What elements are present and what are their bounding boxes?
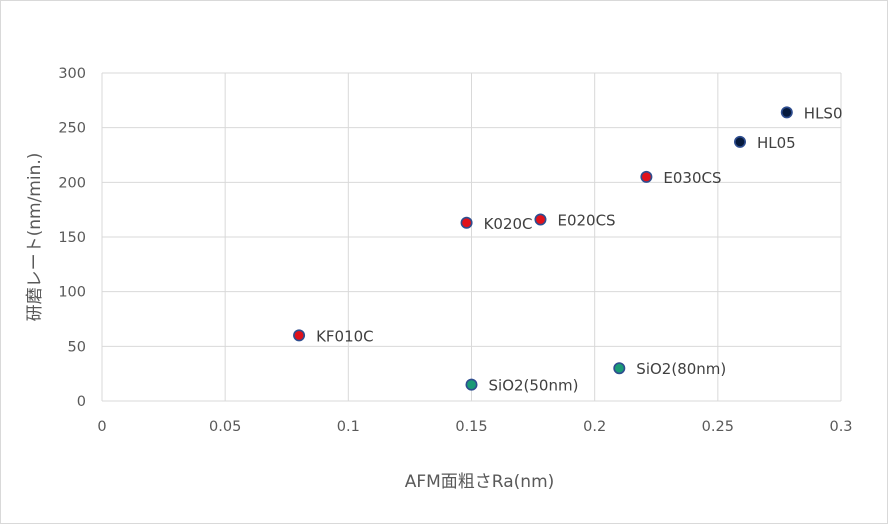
data-point (293, 329, 306, 342)
data-points: KF010C K020C E020CS E030CS HL05 HLS0 SiO2(50nm… (293, 104, 843, 395)
y-tick-label: 250 (58, 121, 86, 137)
x-tick-label: 0.05 (209, 419, 241, 435)
data-point-label: HL05 (757, 134, 796, 152)
x-tick-label: 0.1 (337, 419, 360, 435)
y-axis-ticks: 0 50 100 150 200 250 300 (58, 66, 86, 410)
y-axis-title: 研磨レート(nm/min.) (25, 153, 45, 322)
x-axis-ticks: 0 0.05 0.1 0.15 0.2 0.25 0.3 (97, 419, 852, 435)
gridlines (101, 72, 842, 402)
y-tick-label: 100 (58, 285, 86, 301)
data-point (460, 216, 473, 229)
data-point (640, 170, 653, 183)
data-point (734, 135, 747, 148)
data-point (613, 362, 626, 375)
x-tick-label: 0.25 (702, 419, 734, 435)
data-point-label: KF010C (316, 327, 374, 345)
y-tick-label: 150 (58, 230, 86, 246)
y-tick-label: 0 (77, 394, 86, 410)
data-point-label: E030CS (663, 169, 721, 187)
y-tick-label: 300 (58, 66, 86, 82)
y-tick-label: 200 (58, 175, 86, 191)
data-point (780, 106, 793, 119)
data-point (465, 378, 478, 391)
data-point-label: E020CS (557, 212, 615, 230)
data-point-label: K020C (484, 215, 533, 233)
x-tick-label: 0 (97, 419, 106, 435)
x-tick-label: 0.2 (583, 419, 606, 435)
data-point-label: SiO2(50nm) (489, 377, 579, 395)
x-tick-label: 0.15 (455, 419, 487, 435)
data-point-label: SiO2(80nm) (636, 360, 726, 378)
x-tick-label: 0.3 (829, 419, 852, 435)
y-tick-label: 50 (68, 339, 86, 355)
x-axis-title: AFM面粗さRa(nm) (405, 472, 555, 492)
data-point (534, 213, 547, 226)
data-point-label: HLS0 (804, 104, 843, 122)
